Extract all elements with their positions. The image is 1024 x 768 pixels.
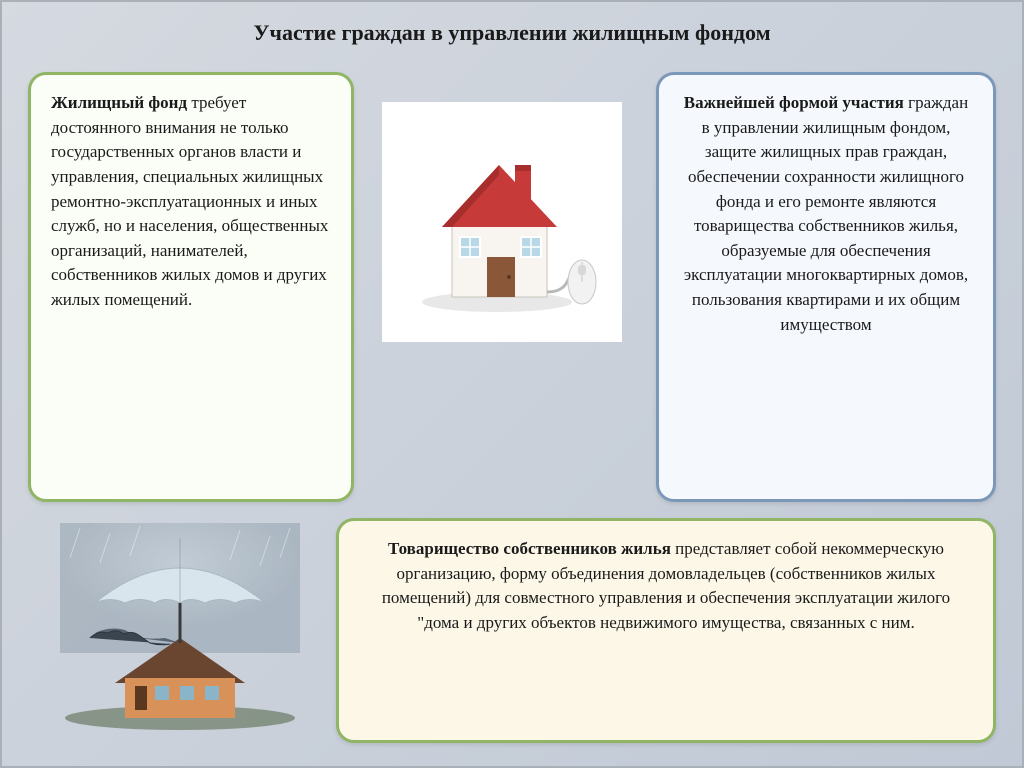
bottom-bold-text: Товарищество собственников жилья xyxy=(388,539,671,558)
left-bold-text: Жилищный фонд xyxy=(51,93,187,112)
participation-form-box: Важнейшей формой участия граждан в управ… xyxy=(656,72,996,502)
hoa-definition-box: Товарищество собственников жилья предста… xyxy=(336,518,996,743)
left-body-text: требует достоянного внимания не только г… xyxy=(51,93,328,309)
house-icon xyxy=(397,117,607,327)
page-title: Участие граждан в управлении жилищным фо… xyxy=(2,2,1022,54)
umbrella-icon xyxy=(40,518,320,733)
content-container: Жилищный фонд требует достоянного вниман… xyxy=(2,54,1022,763)
house-mouse-image xyxy=(382,102,622,342)
umbrella-house-image xyxy=(40,518,320,733)
housing-fund-box: Жилищный фонд требует достоянного вниман… xyxy=(28,72,354,502)
right-body-text: граждан в управлении жилищным фондом, за… xyxy=(684,93,968,334)
right-bold-text: Важнейшей формой участия xyxy=(684,93,904,112)
